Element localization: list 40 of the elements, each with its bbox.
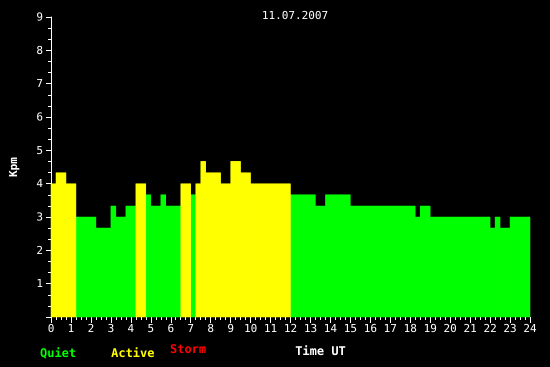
y-tick-label: 5 — [36, 144, 43, 157]
x-tick-label: 17 — [384, 322, 397, 335]
x-tick-label: 5 — [147, 322, 154, 335]
x-tick-label: 11 — [264, 322, 278, 335]
y-tick-label: 2 — [36, 244, 43, 257]
y-axis-title: Kpm — [7, 156, 20, 177]
x-tick-label: 15 — [344, 322, 357, 335]
y-tick-label: 4 — [36, 177, 44, 190]
x-tick-label: 6 — [167, 322, 174, 335]
x-tick-label: 13 — [304, 322, 318, 335]
x-tick-label: 10 — [244, 322, 258, 335]
x-tick-label: 21 — [464, 322, 477, 335]
x-tick-label: 18 — [404, 322, 417, 335]
y-tick-label: 3 — [36, 210, 43, 224]
x-tick-label: 4 — [128, 322, 135, 335]
x-axis-title: Time UT — [295, 344, 346, 358]
y-tick-label: 6 — [36, 110, 43, 124]
chart-title: 11.07.2007 — [262, 9, 328, 22]
x-tick-label: 16 — [364, 322, 377, 335]
x-tick-label: 8 — [207, 322, 214, 335]
x-tick-label: 3 — [108, 322, 114, 335]
y-tick-label: 7 — [36, 77, 43, 90]
x-tick-label: 14 — [324, 322, 338, 335]
x-tick-label: 12 — [284, 322, 298, 335]
y-tick-label: 8 — [36, 44, 43, 57]
x-tick-label: 9 — [227, 322, 234, 335]
x-tick-label: 1 — [68, 322, 74, 335]
text: Storm — [170, 342, 206, 356]
x-tick-label: 19 — [424, 322, 437, 335]
text: Quiet — [40, 346, 76, 360]
x-tick-label: 24 — [523, 322, 537, 335]
x-tick-label: 22 — [483, 322, 497, 335]
x-tick-label: 7 — [187, 322, 194, 335]
y-tick-label: 1 — [36, 277, 43, 290]
y-tick-label: 9 — [36, 10, 43, 24]
x-tick-label: 20 — [444, 322, 457, 335]
x-tick-label: 0 — [48, 322, 54, 335]
x-tick-label: 23 — [503, 322, 517, 335]
x-tick-label: 2 — [88, 322, 94, 335]
text: Active — [111, 346, 154, 360]
